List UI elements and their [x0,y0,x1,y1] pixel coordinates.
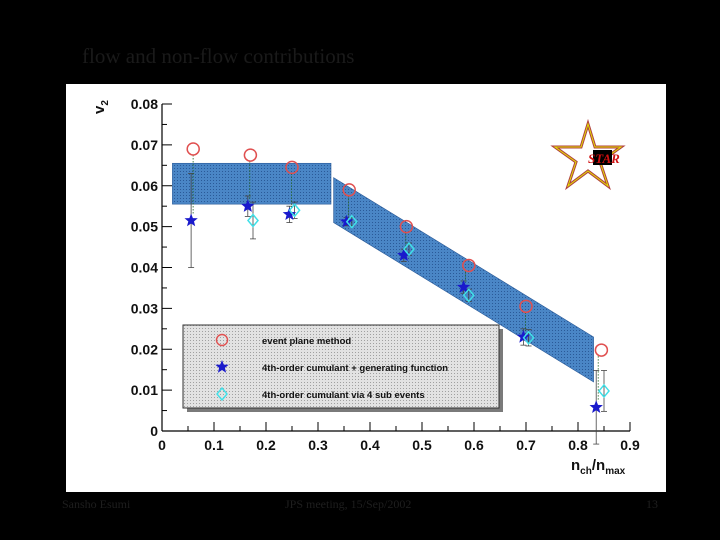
cumulant-point [456,280,471,293]
slide-title: flow and non-flow contributions [82,44,355,68]
x-axis-title: nch/nmax [571,457,626,477]
subevent-point [247,213,259,228]
plot-frame: 0 0.1 0.2 0.3 0.4 0.5 0.6 0.7 0.8 0.9 0 0.01 0.02 0.0… [66,84,666,492]
event-plane-point [519,299,533,314]
y-tick-label: 0.02 [131,341,158,357]
x-tick-label: 0.8 [568,437,588,453]
systematic-band-0 [172,162,332,205]
footer-page-number: 13 [646,497,658,511]
subevent-point [522,330,535,345]
x-tick-label: 0.4 [360,437,380,453]
x-tick-label: 0.5 [412,437,432,453]
cumulant-point [184,213,198,227]
y-axis-title: v2 [91,100,111,114]
subevent-point [598,383,610,399]
legend-marker-cumulant [215,360,229,373]
star-logo-text: STAR [588,151,620,166]
y-tick-label: 0.08 [131,96,158,112]
event-plane-point [342,183,356,197]
footer-author: Sansho Esumi [62,497,131,511]
legend-label-subevents: 4th-order cumulant via 4 sub events [262,390,425,401]
event-plane-point [462,258,476,273]
subevent-point [403,241,415,257]
legend-marker-subevents [216,386,228,402]
event-plane-point [285,160,299,175]
y-tick-label: 0.01 [131,382,158,398]
y-tick-label: 0 [150,423,158,439]
cumulant-point [589,400,603,413]
series-group [184,142,610,413]
subevent-point [462,288,475,303]
x-tick-label: 0.9 [620,437,640,453]
cumulant-point [282,207,297,220]
y-tick-label: 0.06 [131,178,158,194]
y-tick-label: 0.05 [131,219,158,235]
v2-chart: 0 0.1 0.2 0.3 0.4 0.5 0.6 0.7 0.8 0.9 0 0.01 0.02 0.0… [91,96,640,477]
y-tick-label: 0.04 [131,260,158,276]
x-tick-label: 0 [158,437,166,453]
x-tick-label: 0.1 [204,437,224,453]
x-tick-label: 0.6 [464,437,484,453]
legend-label-event-plane: event plane method [262,336,351,347]
cumulant-point [241,199,255,212]
y-tick-label: 0.07 [131,137,158,153]
legend-box [182,324,500,409]
subevent-point [345,214,358,229]
y-tick-label: 0.03 [131,300,158,316]
cumulant-point [516,330,531,343]
event-plane-point [186,142,200,156]
legend-marker-event-plane [215,333,229,347]
legend: event plane method 4th-order cumulant + … [182,324,503,412]
x-tick-label: 0.3 [308,437,328,453]
x-tick-label: 0.2 [256,437,276,453]
event-plane-point [594,343,609,357]
subevent-point [288,203,301,218]
event-plane-point [399,219,414,234]
event-plane-point [243,148,258,162]
cumulant-point [397,248,411,261]
star-logo: STAR [550,118,626,191]
x-tick-label: 0.7 [516,437,536,453]
footer-meeting: JPS meeting, 15/Sep/2002 [285,497,412,511]
legend-label-cumulant: 4th-order cumulant + generating function [262,363,448,374]
axes-group: 0 0.1 0.2 0.3 0.4 0.5 0.6 0.7 0.8 0.9 0 0.01 0.02 0.0… [131,96,640,453]
